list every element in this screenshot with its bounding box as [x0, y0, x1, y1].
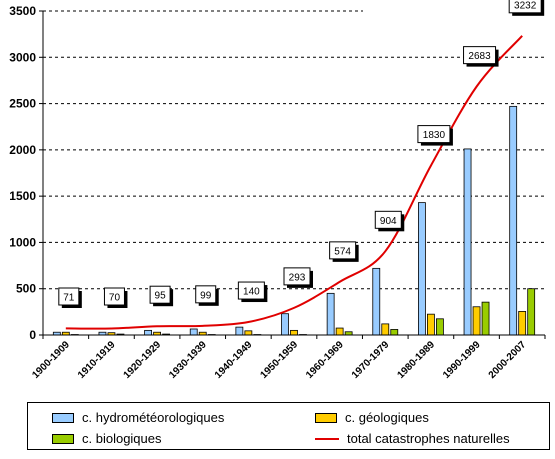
data-label: 1830	[417, 125, 453, 146]
x-tick-label: 1950-1959	[259, 339, 301, 381]
y-tick-label: 0	[29, 328, 36, 342]
data-label: 293	[283, 267, 313, 288]
y-tick-label: 3000	[9, 50, 36, 64]
data-label: 574	[329, 241, 359, 262]
data-labels: 71 70 95 99 140 293 574 904 1830 2683 3232	[58, 0, 545, 308]
bar	[463, 148, 472, 336]
legend-item-bio: c. biologiques	[52, 431, 162, 446]
data-label: 2683	[463, 46, 499, 67]
data-label-text: 1830	[423, 130, 446, 141]
data-label-text: 574	[334, 246, 351, 257]
x-tick-label: 2000-2007	[487, 339, 529, 381]
bar	[189, 328, 198, 336]
data-label: 71	[58, 287, 82, 308]
x-tick-label: 1990-1999	[441, 339, 483, 381]
y-tick-label: 3500	[9, 4, 36, 18]
bar	[509, 105, 518, 336]
data-label: 70	[103, 287, 128, 308]
bar	[326, 292, 335, 336]
legend: c. hydrométéorologiques c. géologiques c…	[27, 402, 550, 450]
data-label: 140	[237, 281, 268, 303]
y-tick-label: 2000	[9, 143, 36, 157]
y-tick-label: 2500	[9, 97, 36, 111]
y-tick-label: 1500	[9, 189, 36, 203]
data-label-text: 2683	[468, 51, 491, 62]
y-tick-label: 500	[16, 282, 36, 296]
legend-label-total: total catastrophes naturelles	[347, 431, 510, 446]
legend-item-geo: c. géologiques	[315, 410, 429, 425]
legend-label-geo: c. géologiques	[345, 410, 429, 425]
data-label-text: 293	[289, 272, 306, 283]
legend-swatch-bio	[52, 433, 74, 444]
x-tick-label: 1910-1919	[76, 339, 118, 381]
total-series-line	[65, 35, 523, 330]
gridlines	[43, 10, 545, 290]
x-tick-label: 1900-1909	[30, 339, 72, 381]
data-label: 904	[374, 210, 405, 232]
bar	[436, 318, 444, 336]
bar	[481, 301, 490, 336]
data-label-text: 71	[63, 293, 75, 304]
bar	[390, 329, 399, 336]
x-tick-label: 1980-1989	[395, 339, 437, 381]
legend-label-hydro: c. hydrométéorologiques	[82, 410, 225, 425]
y-tick-label: 1000	[9, 235, 36, 249]
bar	[527, 288, 536, 336]
legend-swatch-total	[315, 437, 339, 440]
bar	[418, 202, 426, 336]
bar	[381, 323, 390, 336]
data-label-text: 904	[380, 216, 397, 227]
legend-label-bio: c. biologiques	[82, 431, 162, 446]
bar	[472, 306, 481, 336]
legend-swatch-hydro	[52, 412, 74, 423]
data-label-text: 140	[243, 287, 260, 298]
x-axis: 1900-1909 1910-1919 1920-1929 1930-1939 1940…	[30, 334, 546, 381]
data-label-text: 95	[155, 291, 167, 302]
x-tick-label: 1940-1949	[213, 339, 255, 381]
legend-swatch-geo	[315, 412, 337, 423]
y-axis: 0 500 1000 1500 2000 2500 3000 3500	[9, 4, 44, 342]
x-tick-label: 1970-1979	[350, 339, 392, 381]
data-label-text: 70	[109, 293, 121, 304]
total-line	[65, 35, 523, 330]
data-label-text: 3232	[514, 0, 537, 11]
bar	[335, 327, 344, 336]
data-label: 3232	[508, 0, 545, 16]
legend-item-total: total catastrophes naturelles	[315, 431, 510, 446]
x-tick-label: 1930-1939	[167, 339, 209, 381]
data-label: 99	[195, 285, 219, 306]
data-label-text: 99	[200, 290, 212, 301]
bar	[281, 313, 289, 336]
bar	[372, 267, 381, 336]
x-tick-label: 1920-1929	[122, 339, 164, 381]
bar	[427, 313, 435, 336]
data-label: 95	[149, 285, 174, 307]
legend-item-hydro: c. hydrométéorologiques	[52, 410, 224, 425]
bar	[518, 310, 527, 336]
bar	[235, 326, 244, 336]
bar	[144, 329, 152, 336]
x-tick-label: 1960-1969	[304, 339, 346, 381]
bar	[290, 329, 298, 336]
bar	[244, 330, 253, 336]
